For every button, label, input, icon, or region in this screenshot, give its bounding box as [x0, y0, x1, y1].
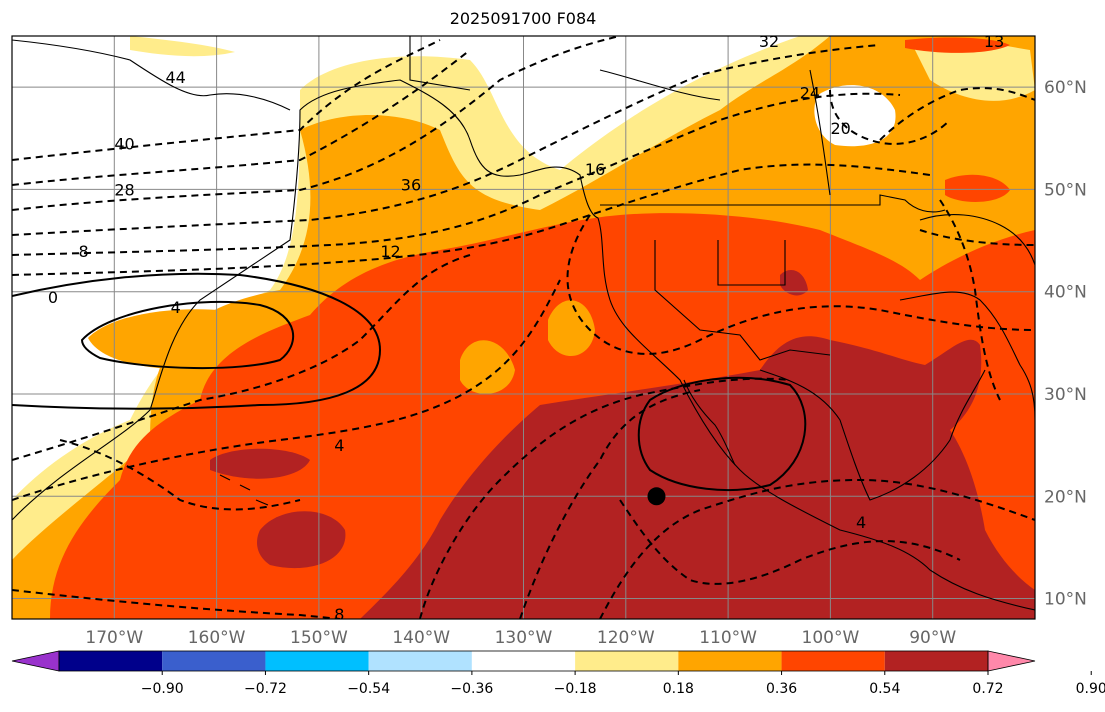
lon-tick-label: 170°W [85, 628, 143, 648]
location-marker [647, 487, 666, 506]
contour-label: 4 [171, 298, 181, 317]
contour-label: 44 [166, 68, 186, 87]
colorbar: −0.90 −0.72 −0.54 −0.36 −0.18 0.18 0.36 0.54 0.7… [11, 650, 1105, 697]
lon-tick-label: 90°W [909, 628, 956, 648]
lon-tick-label: 150°W [290, 628, 348, 648]
lat-tick-label: 10°N [1044, 590, 1087, 610]
colorbar-extend-max [987, 650, 1036, 672]
lat-tick-label: 30°N [1044, 385, 1087, 405]
shade-band-darkred [360, 336, 1035, 619]
lat-tick-label: 50°N [1044, 180, 1087, 200]
contour-lines [12, 36, 1035, 619]
contour-label: 4 [856, 513, 866, 532]
contour-label: 0 [48, 288, 58, 307]
colorbar-tick-label: −0.54 [347, 681, 390, 697]
contour-label: 12 [380, 242, 400, 261]
lon-tick-label: 160°W [188, 628, 246, 648]
contour-label: 20 [830, 119, 850, 138]
lon-tick-label: 130°W [495, 628, 553, 648]
contour-label: 4 [334, 436, 344, 455]
latitude-tick-labels: 60°N 50°N 40°N 30°N 20°N 10°N [1044, 78, 1087, 609]
lat-tick-label: 40°N [1044, 283, 1087, 303]
colorbar-tick-label: −0.18 [554, 681, 597, 697]
colorbar-segment [265, 651, 369, 671]
contour-label: 40 [114, 134, 134, 153]
colorbar-tick-label: −0.90 [141, 681, 184, 697]
contour-label: 13 [984, 32, 1004, 51]
colorbar-segment [575, 651, 679, 671]
colorbar-tick-label: 0.72 [972, 681, 1003, 697]
colorbar-segment [368, 651, 472, 671]
colorbar-tick-label: −0.36 [450, 681, 493, 697]
contour-label: 8 [334, 605, 344, 624]
colorbar-segment [884, 651, 988, 671]
colorbar-tick-label: 0.54 [869, 681, 900, 697]
coastlines [12, 36, 1035, 611]
colorbar-tick-label: −0.72 [244, 681, 287, 697]
lon-tick-label: 120°W [597, 628, 655, 648]
colorbar-tick-label: 0.36 [766, 681, 797, 697]
colorbar-segment [471, 651, 576, 671]
contour-label: 16 [585, 160, 605, 179]
lat-tick-label: 60°N [1044, 78, 1087, 98]
contour-label: 32 [759, 32, 779, 51]
longitude-tick-labels: 170°W 160°W 150°W 140°W 130°W 120°W 110°W 100°W… [85, 628, 956, 648]
lat-tick-label: 20°N [1044, 487, 1087, 507]
lon-tick-label: 140°W [392, 628, 450, 648]
colorbar-segment [59, 651, 163, 671]
colorbar-tick-label: 0.90 [1076, 681, 1105, 697]
colorbar-tick-label: 0.18 [663, 681, 694, 697]
graticule [12, 36, 1035, 619]
colorbar-extend-min [11, 650, 60, 672]
colorbar-segment [162, 651, 266, 671]
map-frame [11, 35, 1036, 620]
contour-label: 28 [114, 180, 134, 199]
colorbar-segment [781, 651, 885, 671]
colorbar-segment [678, 651, 782, 671]
lon-tick-label: 110°W [699, 628, 757, 648]
lon-tick-label: 100°W [802, 628, 860, 648]
colorbar-frame [58, 650, 989, 672]
contour-label: 8 [79, 242, 89, 261]
contour-label: 24 [800, 83, 820, 102]
contour-label: 36 [401, 175, 421, 194]
map-title: 2025091700 F084 [449, 9, 597, 28]
